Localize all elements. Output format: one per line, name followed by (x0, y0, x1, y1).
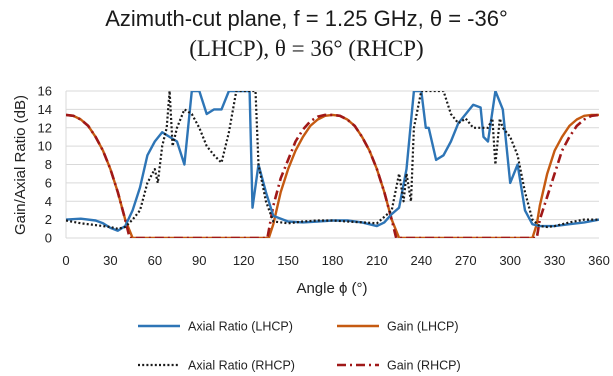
series-line-0 (66, 91, 599, 232)
x-tick-label-10: 300 (499, 253, 521, 268)
y-tick-label-2: 4 (45, 194, 52, 209)
y-tick-label-8: 16 (38, 84, 52, 99)
legend-label-3: Gain (RHCP) (387, 359, 461, 373)
x-tick-label-7: 210 (366, 253, 388, 268)
x-tick-label-0: 0 (62, 253, 69, 268)
y-tick-label-7: 14 (38, 102, 52, 117)
y-tick-label-6: 12 (38, 120, 52, 135)
y-tick-label-4: 8 (45, 157, 52, 172)
y-tick-label-1: 2 (45, 212, 52, 227)
x-tick-label-6: 180 (322, 253, 344, 268)
x-axis-label: Angle ϕ (°) (296, 280, 367, 297)
chart-title-line1: Azimuth-cut plane, f = 1.25 GHz, θ = -36… (105, 6, 508, 31)
legend-label-0: Axial Ratio (LHCP) (188, 320, 293, 334)
series-line-2 (66, 91, 599, 230)
chart-title-line2: (LHCP), θ = 36° (RHCP) (189, 36, 424, 61)
y-tick-label-0: 0 (45, 231, 52, 246)
x-tick-label-12: 360 (588, 253, 610, 268)
legend-label-1: Gain (LHCP) (387, 320, 459, 334)
x-tick-label-8: 240 (410, 253, 432, 268)
legend-label-2: Axial Ratio (RHCP) (188, 359, 295, 373)
x-tick-label-9: 270 (455, 253, 477, 268)
series-group (66, 91, 599, 238)
y-axis-label: Gain/Axial Ratio (dB) (12, 95, 29, 235)
x-tick-label-5: 150 (277, 253, 299, 268)
x-tick-label-3: 90 (192, 253, 206, 268)
x-tick-label-11: 330 (544, 253, 566, 268)
y-tick-label-5: 10 (38, 139, 52, 154)
series-line-3 (66, 113, 599, 238)
y-tick-labels: 0 2 4 6 8 10 12 14 16 (38, 84, 52, 246)
y-tick-label-3: 6 (45, 175, 52, 190)
legend: Axial Ratio (LHCP) Gain (LHCP) Axial Ratio… (138, 320, 461, 373)
x-tick-label-4: 120 (233, 253, 255, 268)
x-tick-label-2: 60 (148, 253, 162, 268)
x-tick-label-1: 30 (103, 253, 117, 268)
x-tick-labels: 0 30 60 90 120 150 180 210 240 270 300 330 360 (62, 253, 609, 268)
